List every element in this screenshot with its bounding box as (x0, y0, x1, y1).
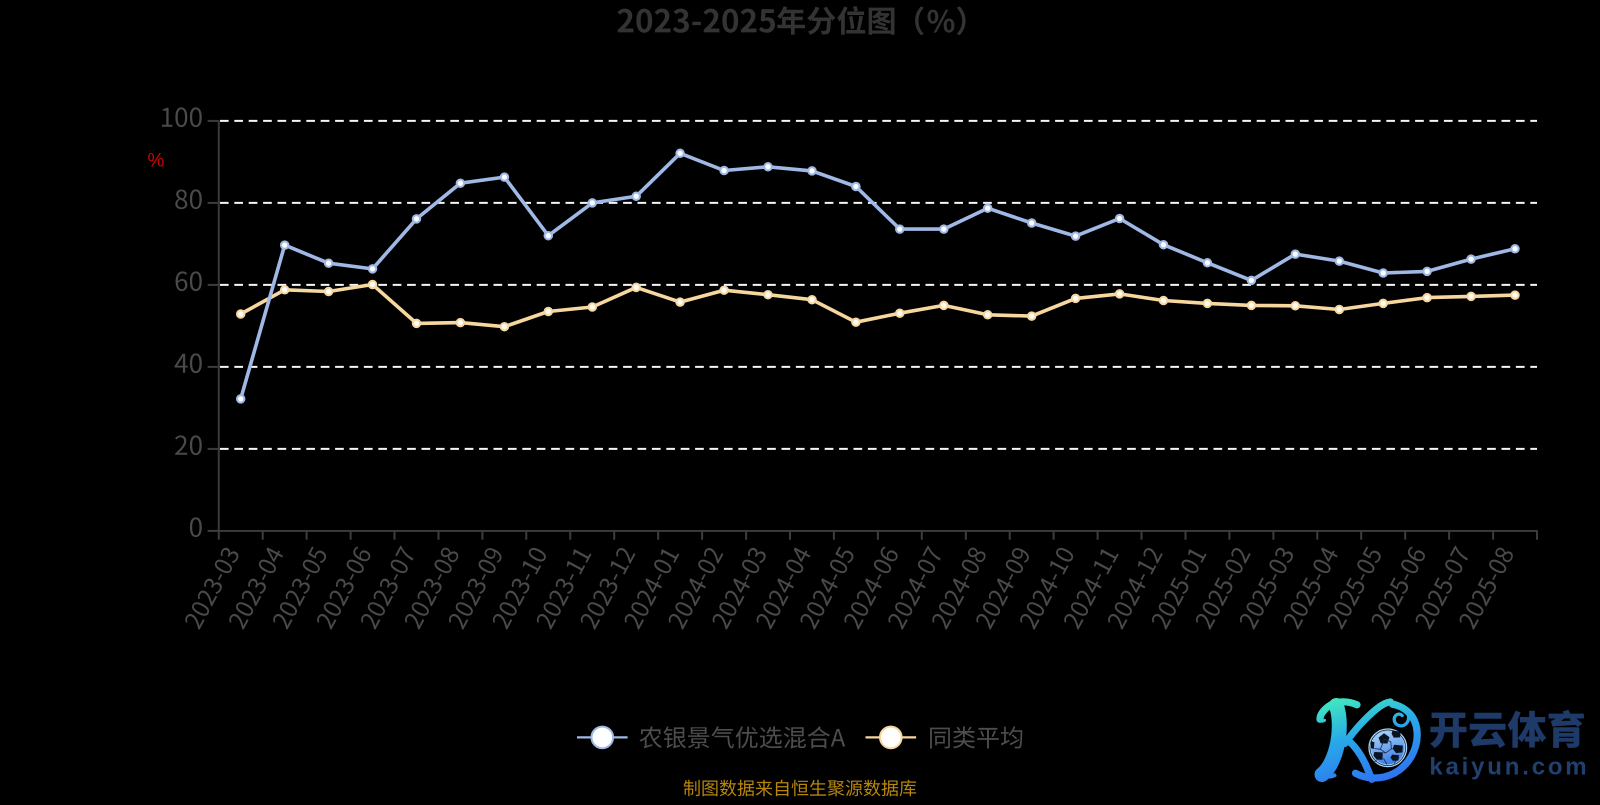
svg-text:kaiyun.com: kaiyun.com (1429, 753, 1589, 780)
svg-text:%: % (148, 151, 165, 172)
